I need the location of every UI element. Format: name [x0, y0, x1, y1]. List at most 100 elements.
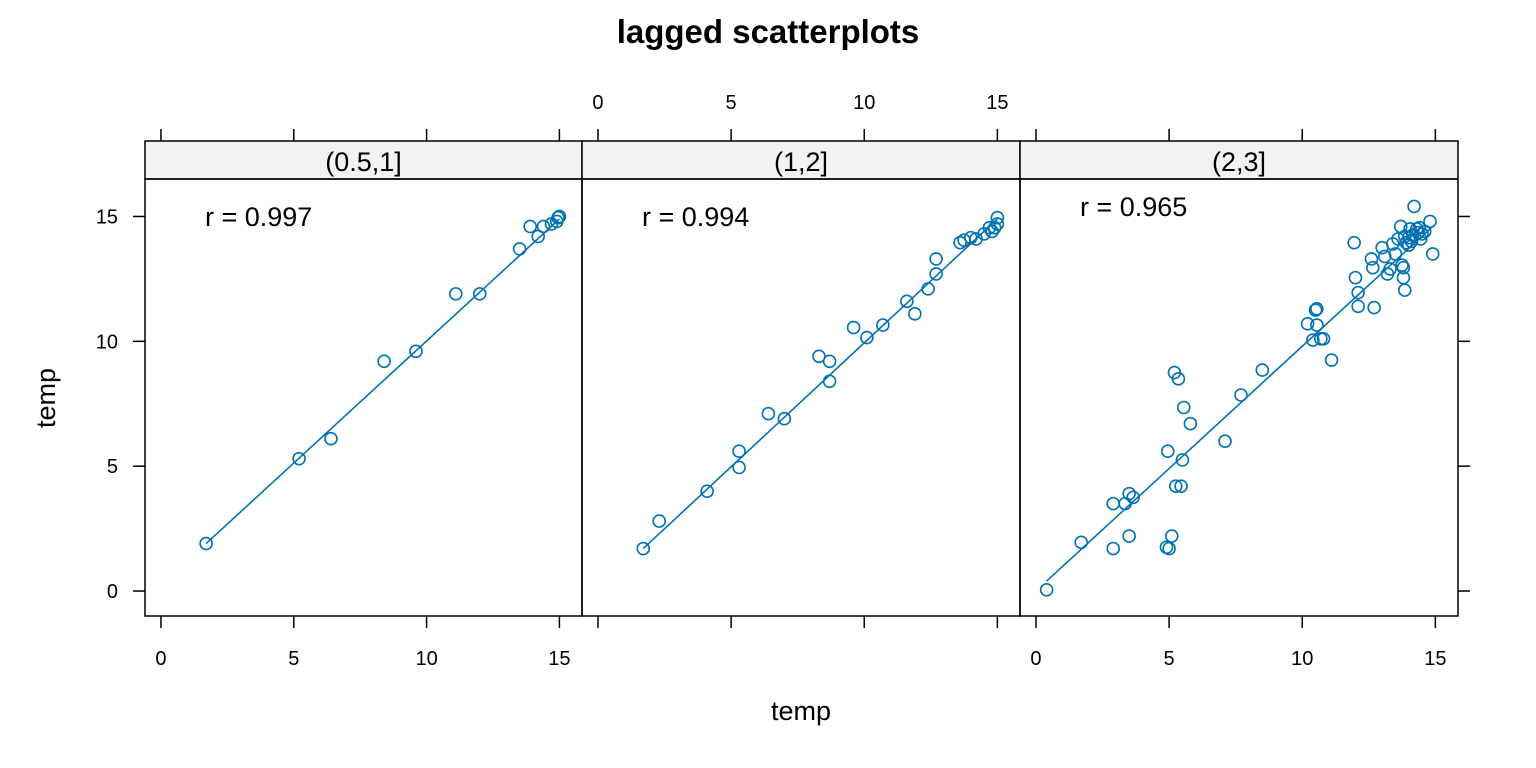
- data-point: [1413, 232, 1428, 246]
- x-tick-label: 0: [592, 92, 603, 114]
- data-point: [1364, 252, 1379, 266]
- data-point: [1300, 317, 1315, 331]
- x-tick-label: 10: [415, 648, 437, 670]
- data-point: [990, 217, 1005, 231]
- x-tick-label: 5: [726, 92, 737, 114]
- y-tick-label: 10: [96, 331, 118, 353]
- regression-line: [205, 218, 560, 545]
- data-point: [1168, 479, 1183, 493]
- data-point: [908, 307, 922, 321]
- chart-title: lagged scatterplots: [617, 13, 920, 50]
- data-point: [1310, 318, 1324, 332]
- x-tick-label: 10: [853, 92, 875, 114]
- x-tick-label: 10: [1291, 648, 1313, 670]
- data-point: [552, 209, 567, 224]
- data-point: [1039, 582, 1054, 597]
- panel-1: (0.5,1] r = 0.997 0 5 10 15: [144, 129, 583, 670]
- correlation-label: r = 0.965: [1080, 192, 1187, 222]
- data-point: [732, 444, 746, 458]
- data-point: [929, 252, 943, 266]
- data-point: [1324, 353, 1339, 367]
- x-tick-label: 0: [155, 648, 166, 670]
- data-point: [449, 287, 463, 301]
- panel-strip-label: (1,2]: [774, 147, 828, 177]
- data-point: [472, 287, 487, 301]
- data-point: [1347, 235, 1361, 250]
- data-point: [1160, 444, 1175, 458]
- data-point: [1126, 490, 1140, 505]
- data-point: [860, 330, 874, 345]
- data-point: [1306, 333, 1320, 347]
- panels-group: (0.5,1] r = 0.997 0 5 10 15 (1,2] r = 0.994 0 5 10…: [96, 92, 1470, 670]
- data-point: [1106, 496, 1120, 511]
- data-point: [963, 230, 978, 245]
- data-point: [1164, 529, 1179, 543]
- data-point: [1351, 285, 1365, 300]
- correlation-label: r = 0.997: [205, 202, 312, 232]
- data-point: [1171, 371, 1186, 386]
- data-point: [700, 484, 714, 498]
- data-point: [732, 460, 746, 475]
- data-point: [1367, 300, 1381, 315]
- x-tick-label: 5: [288, 648, 299, 670]
- data-point: [900, 294, 914, 309]
- panel-2: (1,2] r = 0.994 0 5 10 15: [581, 92, 1021, 628]
- data-point: [777, 411, 792, 426]
- data-point: [1425, 247, 1440, 261]
- data-point: [822, 374, 837, 389]
- data-point: [551, 210, 565, 225]
- data-point: [1074, 535, 1089, 550]
- data-point: [1122, 529, 1136, 543]
- data-point: [1234, 388, 1248, 402]
- data-point: [1396, 260, 1411, 275]
- data-point: [512, 242, 527, 256]
- data-point: [377, 354, 391, 369]
- data-point: [1383, 262, 1397, 276]
- y-tick-label: 15: [96, 206, 118, 228]
- data-point: [1310, 302, 1324, 316]
- x-tick-label: 0: [1030, 648, 1041, 670]
- data-point: [1122, 486, 1136, 501]
- data-point: [1175, 453, 1190, 467]
- data-point: [876, 318, 890, 332]
- y-axis-label: temp: [31, 368, 61, 428]
- data-point: [523, 219, 537, 234]
- panel-3: (2,3] r = 0.965 0 5 10 15: [1019, 129, 1459, 670]
- data-point: [292, 451, 306, 466]
- panel-strip-label: (2,3]: [1212, 147, 1266, 177]
- data-point: [812, 349, 826, 364]
- data-point: [1407, 199, 1421, 214]
- regression-line: [642, 218, 998, 550]
- data-point: [846, 320, 861, 335]
- panel-frame: [1019, 178, 1459, 617]
- data-point: [636, 541, 651, 556]
- data-point: [1391, 232, 1405, 246]
- data-point: [1255, 363, 1270, 377]
- data-point: [1106, 541, 1120, 556]
- data-point: [1174, 479, 1188, 493]
- data-point: [822, 354, 837, 369]
- x-tick-label: 15: [986, 92, 1008, 114]
- panel-strip: [1019, 140, 1459, 180]
- y-tick-label: 5: [107, 456, 118, 478]
- x-tick-label: 5: [1164, 648, 1175, 670]
- data-point: [1423, 214, 1437, 229]
- data-point: [1308, 303, 1323, 317]
- panel-strip-label: (0.5,1]: [325, 147, 402, 177]
- regression-line: [1046, 225, 1434, 582]
- x-tick-label: 15: [1424, 648, 1446, 670]
- data-point: [1351, 299, 1365, 314]
- data-point: [1397, 283, 1412, 297]
- panel-strip: [581, 140, 1021, 180]
- data-point: [199, 536, 213, 551]
- data-point: [1314, 332, 1328, 346]
- data-point: [652, 514, 667, 528]
- x-tick-label: 15: [548, 648, 570, 670]
- panel-strip: [144, 140, 583, 180]
- data-point: [1388, 247, 1403, 261]
- y-tick-label: 0: [107, 581, 118, 603]
- data-point: [982, 220, 997, 235]
- data-point: [957, 233, 971, 247]
- data-point: [1218, 434, 1232, 449]
